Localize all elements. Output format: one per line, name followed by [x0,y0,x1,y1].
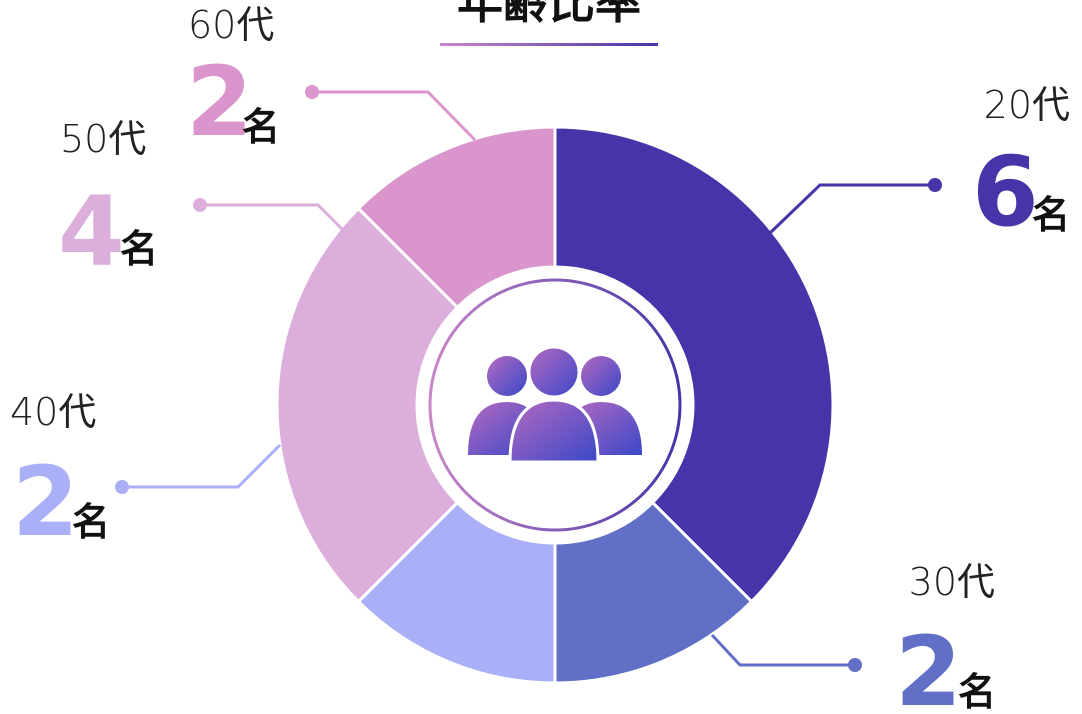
value-label: 2 [895,616,962,714]
value-label: 2 [12,446,79,558]
unit-label: 名 [1032,193,1070,237]
leader-line [312,90,477,142]
slice [553,125,835,604]
unit-label: 名 [72,500,110,544]
leader-line [768,183,935,235]
leader-line [200,203,347,234]
value-label: 4 [58,176,125,288]
leader-dot [305,85,319,99]
category-label: 40代 [10,390,96,434]
leader-line [122,443,282,489]
value-label: 6 [972,136,1039,248]
chart-title: 年齢比率 [457,0,641,29]
category-label: 20代 [984,83,1070,127]
category-label: 50代 [60,117,146,161]
leader-dot [928,178,942,192]
value-label: 2 [186,46,253,158]
title-underline [440,43,658,46]
people-icon [468,345,642,464]
category-label: 60代 [188,3,274,47]
slices [275,125,835,685]
unit-label: 名 [242,105,280,149]
unit-label: 名 [120,227,158,271]
leader-dot [115,480,129,494]
leader-dot [848,658,862,672]
unit-label: 名 [958,670,996,714]
category-label: 30代 [909,560,995,604]
leader-dot [193,198,207,212]
leader-line [710,633,855,667]
slice [275,206,460,604]
slice [356,125,557,310]
